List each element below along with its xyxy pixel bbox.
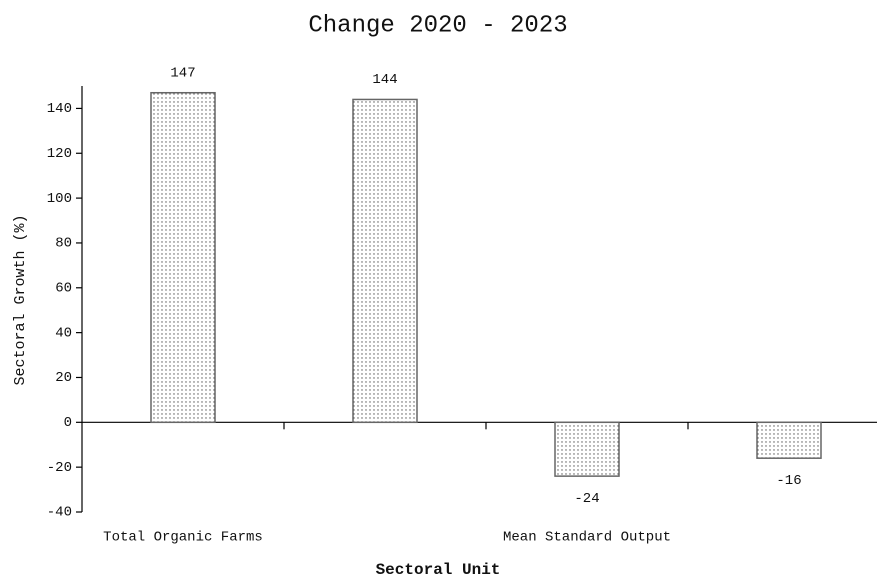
bar xyxy=(150,91,216,424)
bar xyxy=(554,421,620,477)
y-axis-label: Sectoral Growth (%) xyxy=(12,214,29,385)
y-tick-label: -40 xyxy=(47,505,72,521)
y-tick-label: 120 xyxy=(47,146,72,162)
y-tick-label: 40 xyxy=(55,325,72,341)
x-axis-label: Sectoral Unit xyxy=(376,561,501,579)
y-tick-label: 0 xyxy=(64,415,72,431)
y-tick-label: 20 xyxy=(55,370,72,386)
bar xyxy=(756,421,822,459)
data-label: 144 xyxy=(372,72,397,88)
y-tick-label: -20 xyxy=(47,460,72,476)
x-tick-label: Mean Standard Output xyxy=(503,530,671,546)
data-label: -24 xyxy=(574,491,599,507)
y-tick-label: 100 xyxy=(47,191,72,207)
y-tick-label: 140 xyxy=(47,101,72,117)
chart-title: Change 2020 - 2023 xyxy=(308,12,567,39)
y-tick-label: 80 xyxy=(55,236,72,252)
bar xyxy=(352,98,418,424)
y-tick-label: 60 xyxy=(55,280,72,296)
data-label: -16 xyxy=(776,473,801,489)
data-label: 147 xyxy=(170,65,195,81)
x-tick-label: Total Organic Farms xyxy=(103,530,263,546)
